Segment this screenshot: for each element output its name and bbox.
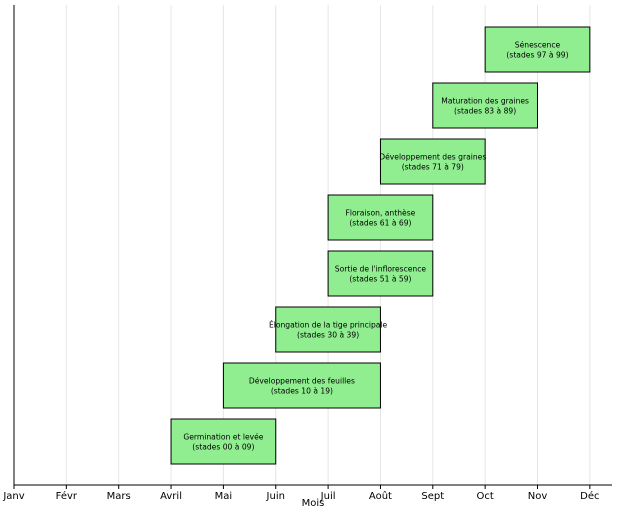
- phase-label: Germination et levée: [183, 433, 263, 442]
- phase-bar-group: Sortie de l'inflorescence(stades 51 à 59…: [327, 250, 434, 297]
- x-tick-label: Mai: [215, 491, 233, 502]
- phase-bar-group: Développement des graines(stades 71 à 79…: [379, 138, 486, 185]
- phase-stage-label: (stades 00 à 09): [192, 443, 254, 452]
- phase-bar-group: Développement des feuilles(stades 10 à 1…: [222, 362, 381, 409]
- phase-label: Développement des graines: [379, 153, 486, 162]
- x-tick-label: Janv: [2, 491, 24, 502]
- bar-layer: Germination et levée(stades 00 à 09) Déve…: [170, 26, 591, 465]
- x-tick-label: Oct: [477, 491, 494, 502]
- phase-stage-label: (stades 83 à 89): [454, 107, 516, 116]
- phase-label: Élongation de la tige principale: [269, 321, 388, 330]
- phase-bar: [170, 418, 277, 465]
- phase-bar: [484, 26, 591, 73]
- phase-label: Sénescence: [515, 41, 561, 50]
- phase-bar-group: Sénescence(stades 97 à 99): [484, 26, 591, 73]
- phase-bar: [327, 194, 434, 241]
- phase-stage-label: (stades 71 à 79): [402, 163, 464, 172]
- phase-stage-label: (stades 30 à 39): [297, 331, 359, 340]
- x-axis-label: Mois: [302, 498, 325, 509]
- x-tick-label: Sept: [421, 491, 444, 502]
- x-tick-label: Nov: [528, 491, 548, 502]
- phase-label: Développement des feuilles: [249, 377, 355, 386]
- phase-bar-group: Maturation des graines(stades 83 à 89): [432, 82, 538, 129]
- phase-stage-label: (stades 51 à 59): [349, 275, 411, 284]
- phase-stage-label: (stades 97 à 99): [506, 51, 568, 60]
- phase-stage-label: (stades 61 à 69): [349, 219, 411, 228]
- tick-layer: Janv Févr Mars Avril Mai Juin Juil Août Sept Oct N…: [2, 485, 600, 502]
- phase-bar-group: Germination et levée(stades 00 à 09): [170, 418, 277, 465]
- phase-stage-label: (stades 10 à 19): [271, 387, 333, 396]
- phase-label: Sortie de l'inflorescence: [335, 265, 427, 274]
- x-tick-label: Juin: [266, 491, 285, 502]
- phase-label: Maturation des graines: [441, 97, 529, 106]
- phase-bar: [327, 250, 434, 297]
- grid-layer: [13, 5, 591, 485]
- phase-bar-group: Élongation de la tige principale(stades …: [269, 306, 388, 353]
- x-tick-label: Mars: [107, 491, 131, 502]
- phase-bar: [379, 138, 486, 185]
- phase-bar-group: Floraison, anthèse(stades 61 à 69): [327, 194, 434, 241]
- axis-layer: [13, 5, 612, 486]
- x-tick-label: Août: [369, 490, 392, 502]
- phase-bar: [222, 362, 381, 409]
- x-tick-label: Juil: [320, 491, 336, 502]
- phase-bar: [275, 306, 381, 353]
- x-tick-label: Avril: [160, 491, 182, 502]
- phase-bar: [432, 82, 538, 129]
- x-tick-label: Déc: [580, 490, 599, 502]
- phase-label: Floraison, anthèse: [346, 209, 416, 218]
- x-tick-label: Févr: [56, 490, 78, 502]
